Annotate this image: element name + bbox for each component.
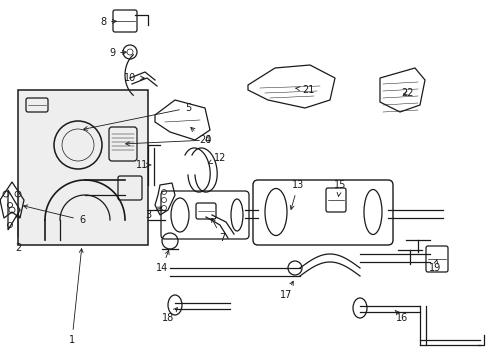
Text: 17: 17 xyxy=(279,281,293,300)
Text: 9: 9 xyxy=(109,48,126,58)
Text: 21: 21 xyxy=(295,85,314,95)
Text: 16: 16 xyxy=(394,310,407,323)
Text: 6: 6 xyxy=(23,205,85,225)
Text: 10: 10 xyxy=(123,73,144,83)
Text: 2: 2 xyxy=(15,214,21,253)
Bar xyxy=(18,90,148,245)
Text: 4: 4 xyxy=(125,135,211,145)
Text: 22: 22 xyxy=(401,88,413,98)
Text: 14: 14 xyxy=(156,251,169,273)
Text: 12: 12 xyxy=(208,153,226,163)
Text: 8: 8 xyxy=(100,17,116,27)
Text: 19: 19 xyxy=(428,260,440,273)
Text: 20: 20 xyxy=(190,127,211,145)
Text: 1: 1 xyxy=(69,249,83,345)
Text: 13: 13 xyxy=(289,180,304,210)
Text: 5: 5 xyxy=(83,103,191,130)
Text: 15: 15 xyxy=(333,180,346,196)
Text: 11: 11 xyxy=(136,160,151,170)
Text: 7: 7 xyxy=(211,218,224,243)
Text: 3: 3 xyxy=(144,207,162,220)
Text: 18: 18 xyxy=(162,308,177,323)
